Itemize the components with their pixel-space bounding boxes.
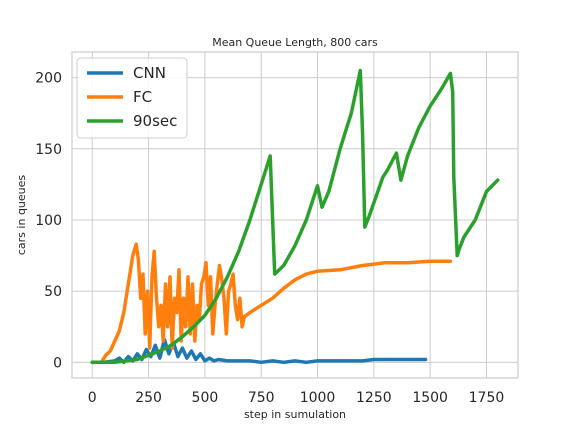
- x-tick-label: 750: [248, 390, 275, 406]
- y-tick-labels: 0 50 100 150 200: [35, 71, 62, 372]
- grid: [72, 52, 518, 378]
- legend-box: [76, 57, 188, 139]
- series-layer: [90, 68, 500, 365]
- x-tick-labels: 0 250 500 750 1000 1250 1500 1750: [88, 390, 504, 406]
- x-tick-label: 1000: [300, 390, 336, 406]
- y-tick-label: 100: [35, 213, 62, 229]
- series-line-cnn: [90, 337, 428, 365]
- y-tick-label: 50: [44, 284, 62, 300]
- x-tick-label: 250: [135, 390, 162, 406]
- y-tick-label: 0: [53, 355, 62, 371]
- x-tick-label: 1500: [412, 390, 448, 406]
- series-line-90sec: [90, 68, 500, 365]
- x-tick-label: 1250: [356, 390, 392, 406]
- plot-frame: [71, 51, 519, 379]
- legend-label-cnn: CNN: [133, 64, 166, 82]
- legend-label-90sec: 90sec: [133, 112, 177, 130]
- y-axis-label: cars in queues: [15, 175, 28, 256]
- legend: CNN FC 90sec: [76, 57, 188, 139]
- legend-label-fc: FC: [133, 88, 152, 106]
- y-tick-label: 200: [35, 71, 62, 87]
- x-tick-label: 0: [88, 390, 97, 406]
- x-tick-label: 500: [192, 390, 219, 406]
- y-tick-label: 150: [35, 142, 62, 158]
- chart-title: Mean Queue Length, 800 cars: [212, 36, 378, 49]
- x-tick-label: 1750: [469, 390, 505, 406]
- x-axis-label: step in sumulation: [244, 408, 346, 421]
